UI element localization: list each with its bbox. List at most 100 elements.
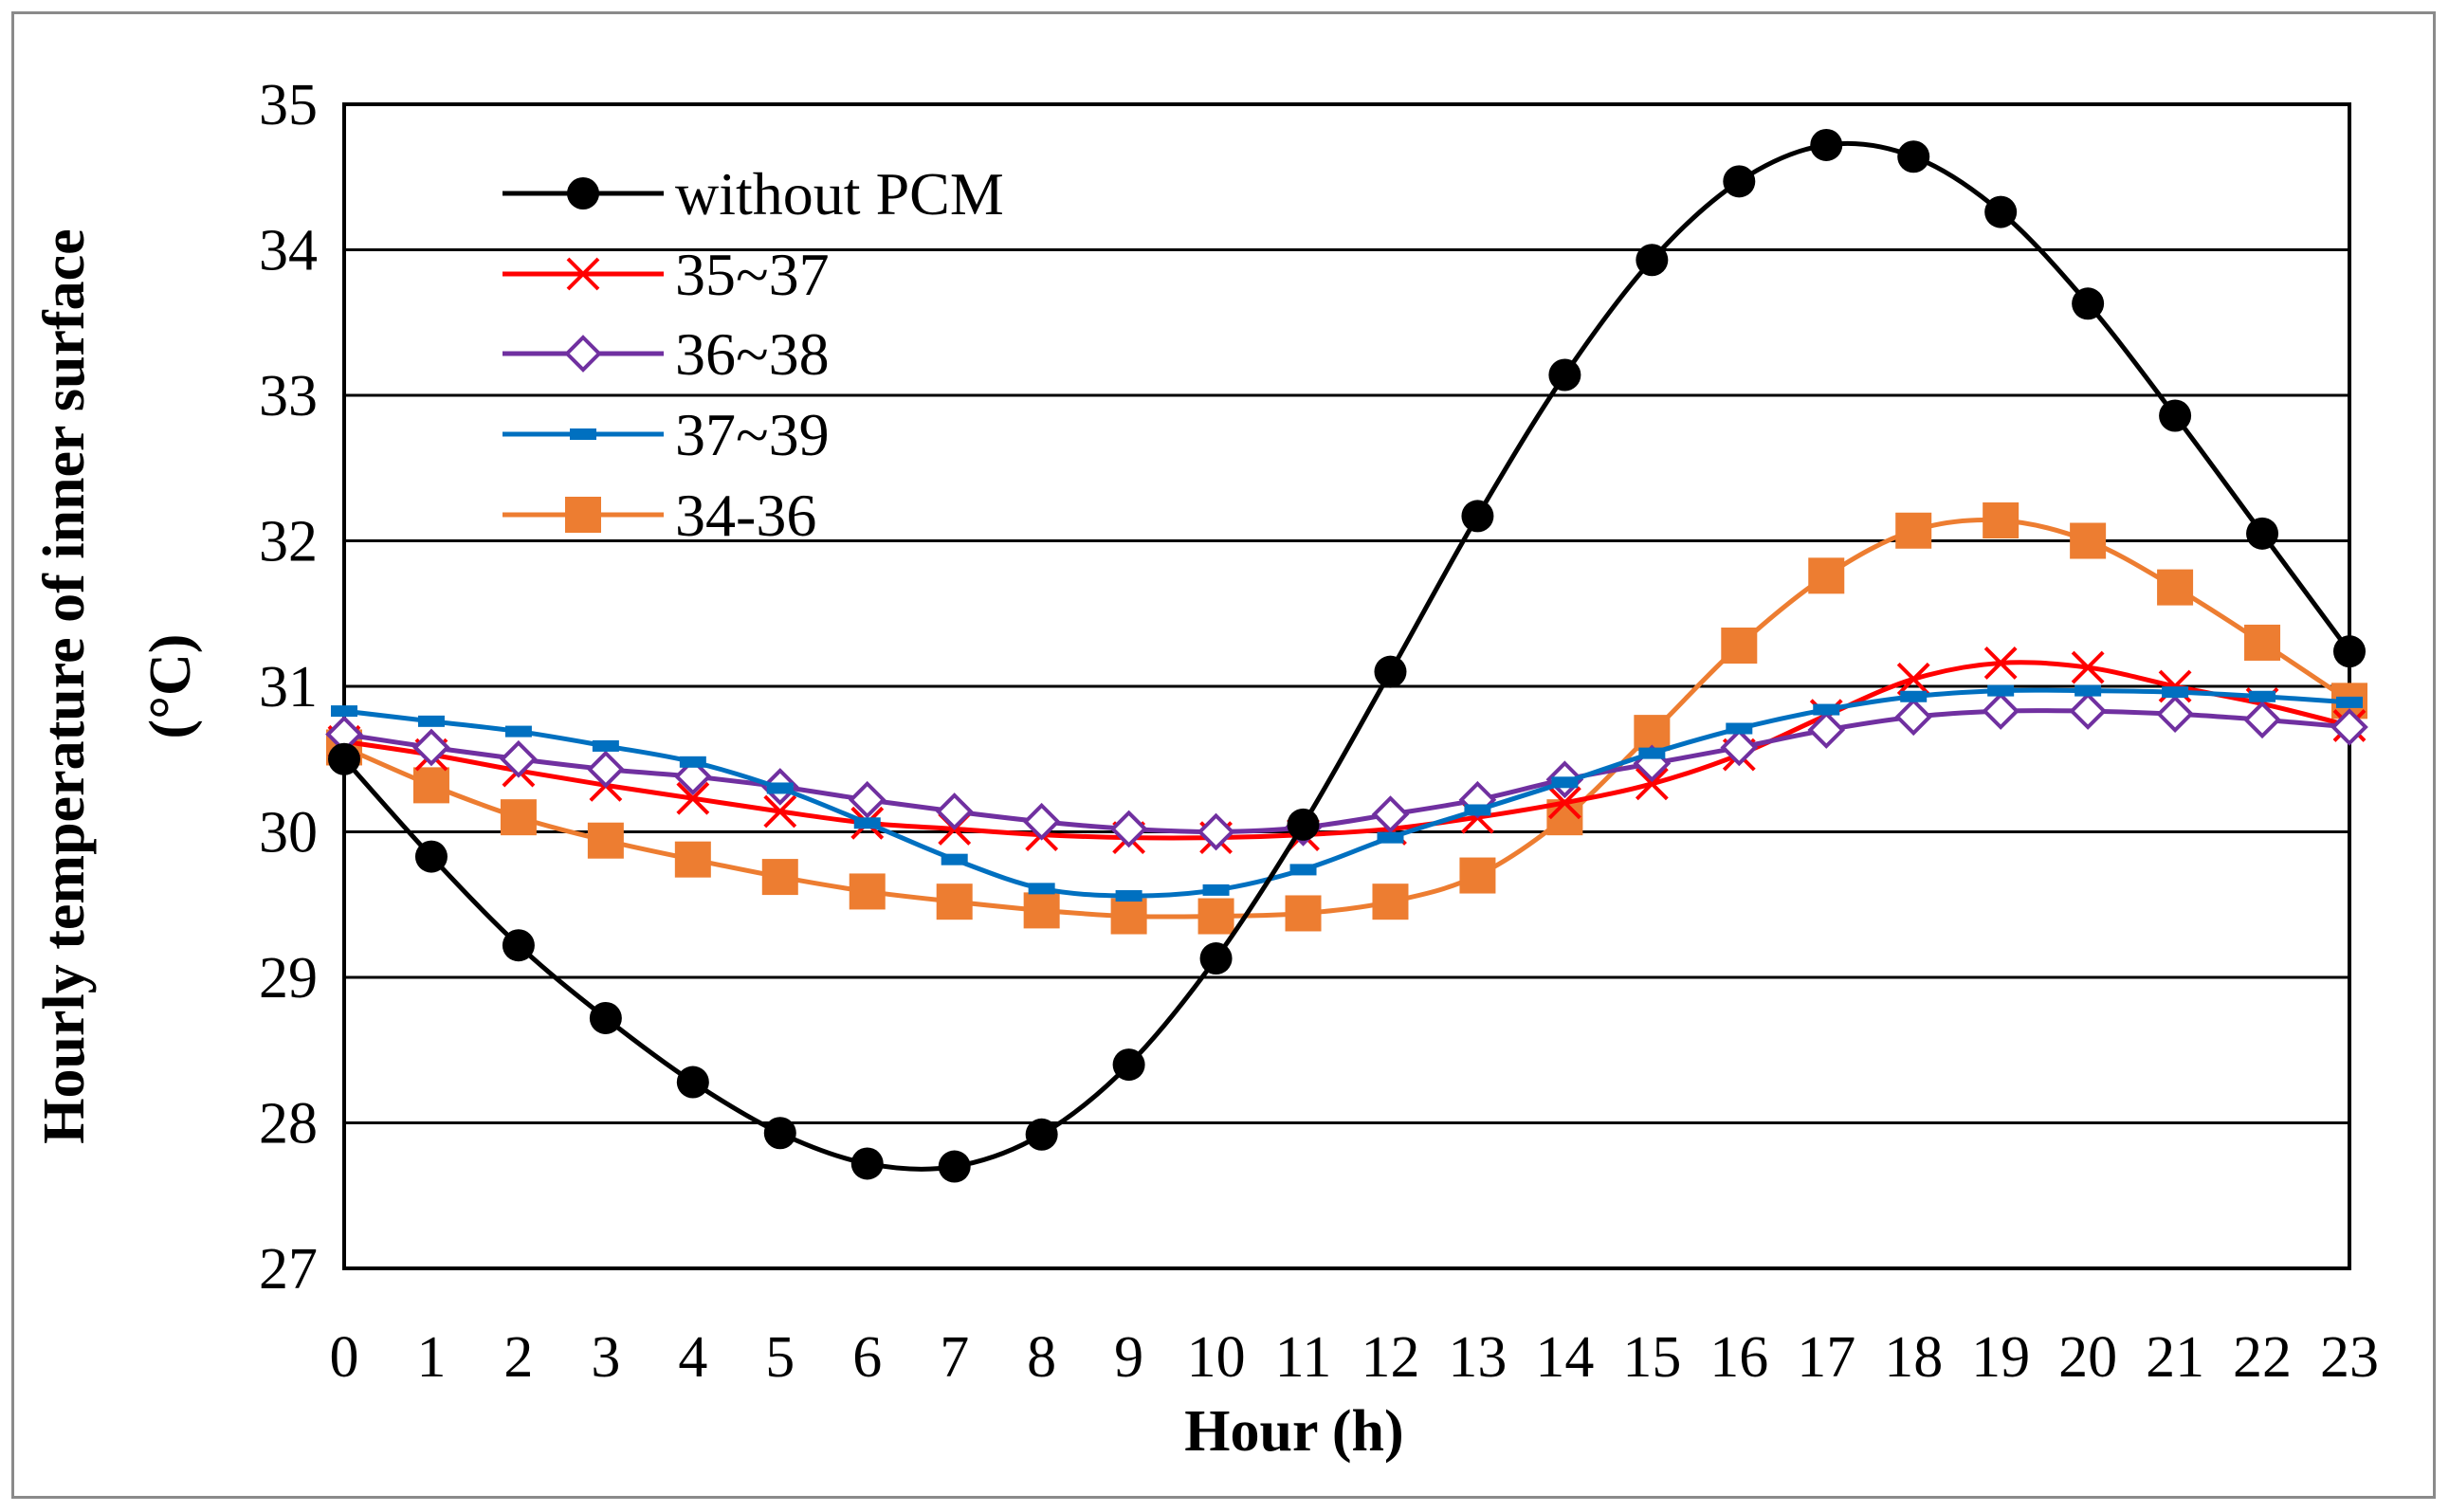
x-tick-label: 9 <box>1114 1325 1143 1390</box>
data-point <box>1371 795 1410 833</box>
legend-marker <box>566 257 600 291</box>
data-point <box>1723 165 1756 198</box>
y-tick-label: 28 <box>259 1092 318 1157</box>
data-point <box>1197 812 1235 851</box>
series-34-36 <box>326 502 2367 935</box>
x-tick-label: 15 <box>1622 1325 1681 1390</box>
data-point <box>761 859 798 896</box>
series-without-pcm <box>328 128 2366 1183</box>
x-tick-label: 14 <box>1535 1325 1594 1390</box>
x-tick-label: 2 <box>503 1325 533 1390</box>
data-point <box>2071 650 2105 684</box>
legend-marker <box>570 428 596 440</box>
legend-label: without PCM <box>675 160 1004 228</box>
data-point <box>2244 624 2281 661</box>
data-point <box>1636 244 1669 277</box>
x-tick-label: 19 <box>1971 1325 2030 1390</box>
x-tick-label: 7 <box>940 1325 969 1390</box>
data-point <box>676 781 710 815</box>
data-point <box>1461 500 1494 533</box>
data-point <box>2243 701 2281 739</box>
series-group <box>325 128 2368 1183</box>
data-point <box>2069 692 2107 730</box>
data-point <box>763 794 797 829</box>
data-point <box>1983 647 2018 680</box>
data-point <box>1896 662 1930 696</box>
x-tick-label: 21 <box>2146 1325 2204 1390</box>
data-point <box>2330 708 2368 746</box>
series-line <box>342 140 2352 1172</box>
data-point <box>1983 502 2020 539</box>
data-point <box>1551 776 1579 789</box>
data-point <box>1197 898 1234 935</box>
data-point <box>941 853 968 865</box>
legend-item: 35~37 <box>503 241 830 308</box>
data-point <box>1374 655 1407 688</box>
data-point <box>502 929 535 962</box>
series-36-38 <box>325 692 2368 851</box>
data-point <box>2159 399 2192 432</box>
data-point <box>589 1001 622 1034</box>
data-point <box>848 780 886 819</box>
data-point <box>1022 802 1061 841</box>
y-tick-label: 33 <box>259 364 318 428</box>
data-point <box>1110 898 1147 935</box>
y-tick-label: 29 <box>259 946 318 1011</box>
data-point <box>679 756 706 768</box>
data-point <box>1808 557 1845 594</box>
chart-frame <box>11 11 2436 1499</box>
data-point <box>1635 767 1669 801</box>
y-axis-unit: (°C) <box>138 634 203 739</box>
data-point <box>766 782 794 794</box>
data-point <box>587 750 625 789</box>
y-tick-label: 32 <box>259 510 318 574</box>
data-point <box>1377 831 1404 844</box>
data-point <box>849 873 886 910</box>
x-tick-label: 17 <box>1797 1325 1855 1390</box>
x-tick-label: 10 <box>1187 1325 1246 1390</box>
legend-label: 35~37 <box>675 241 830 308</box>
legend-label: 34-36 <box>675 482 816 549</box>
data-point <box>1202 884 1230 896</box>
data-point <box>763 1117 796 1150</box>
data-point <box>1023 892 1060 929</box>
x-tick-label: 8 <box>1027 1325 1056 1390</box>
legend-item: without PCM <box>503 160 1004 228</box>
x-tick-label: 16 <box>1709 1325 1768 1390</box>
data-point <box>412 728 450 767</box>
x-axis-ticks: 0 1 2 3 4 5 6 7 8 9 10 11 12 13 14 15 16 17 18 19 20 21 22 23 <box>330 1325 2380 1390</box>
x-tick-label: 22 <box>2233 1325 2292 1390</box>
data-point <box>2157 569 2194 606</box>
series-line <box>343 708 2350 835</box>
data-point <box>504 725 532 738</box>
data-point <box>938 1150 971 1183</box>
data-point <box>676 1066 709 1099</box>
data-point <box>1813 703 1840 716</box>
data-point <box>1289 864 1317 876</box>
data-point <box>1199 942 1233 975</box>
x-tick-label: 6 <box>852 1325 882 1390</box>
legend-marker <box>564 335 602 373</box>
data-point <box>1109 810 1148 848</box>
data-point <box>2249 690 2276 702</box>
legend: without PCM 35~37 36~38 37~39 34-36 <box>503 160 1004 549</box>
data-point <box>2162 686 2189 699</box>
y-tick-label: 30 <box>259 801 318 865</box>
legend-label: 37~39 <box>675 401 830 468</box>
series-line <box>343 660 2350 841</box>
x-tick-label: 3 <box>591 1325 620 1390</box>
legend-item: 36~38 <box>503 320 830 388</box>
data-point <box>850 1147 884 1180</box>
data-point <box>2072 287 2105 320</box>
data-point <box>853 817 881 829</box>
y-axis-title: Hourly temperature of inner surface <box>32 228 97 1143</box>
data-point <box>1112 1048 1145 1082</box>
data-point <box>1987 684 2015 697</box>
data-point <box>2336 696 2363 708</box>
data-point <box>1984 195 2018 228</box>
y-tick-label: 34 <box>259 219 318 283</box>
gridlines <box>344 248 2349 1124</box>
data-point <box>1115 890 1142 902</box>
data-point <box>1720 728 1759 767</box>
data-point <box>500 799 537 836</box>
